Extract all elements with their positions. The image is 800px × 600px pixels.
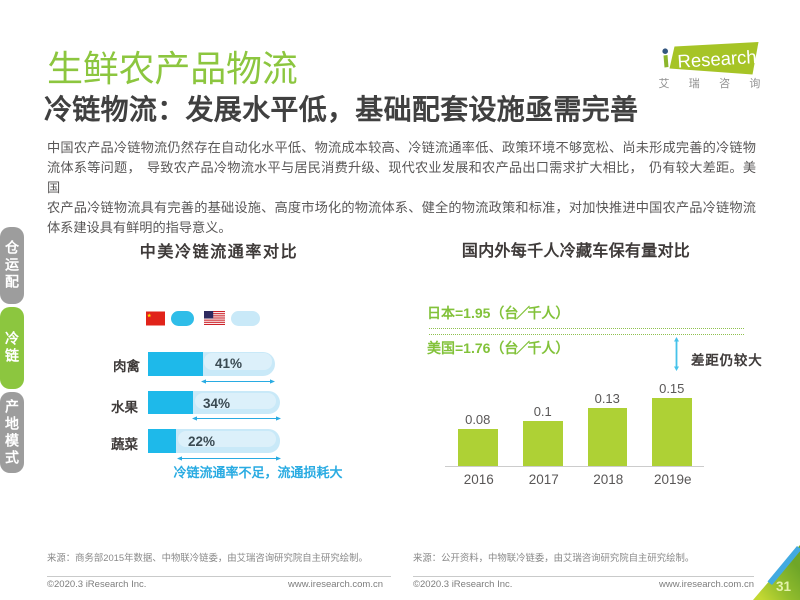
- svg-text:艾瑞咨询: 艾瑞咨询: [659, 76, 780, 90]
- svg-text:Research: Research: [677, 46, 757, 72]
- svg-text:31: 31: [776, 579, 792, 594]
